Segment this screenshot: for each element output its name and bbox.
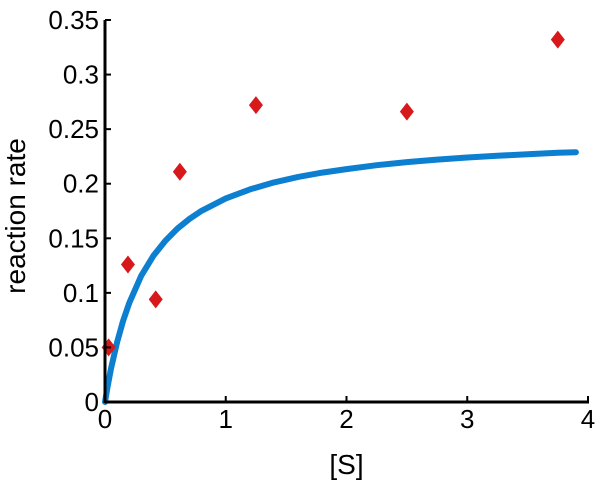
y-axis-label: reaction rate (0, 138, 31, 294)
data-point-marker (148, 290, 163, 309)
x-tick-label: 2 (339, 404, 353, 434)
x-tick-label: 0 (98, 404, 112, 434)
data-point-marker (399, 102, 414, 121)
data-point-marker (550, 30, 565, 49)
y-tick-label: 0.1 (63, 278, 99, 308)
data-points-layer (101, 30, 565, 357)
y-tick-label: 0.15 (48, 223, 99, 253)
x-tick-label: 3 (460, 404, 474, 434)
y-tick-label: 0 (85, 387, 99, 417)
data-point-marker (248, 96, 263, 115)
fitted-curve-line (102, 149, 579, 405)
x-axis-ticks: 0 1 2 3 4 (98, 396, 595, 434)
data-point-marker (172, 162, 187, 181)
x-tick-label: 4 (581, 404, 595, 434)
x-tick-label: 1 (219, 404, 233, 434)
y-tick-label: 0.35 (48, 5, 99, 35)
x-axis-label: [S] (329, 449, 363, 480)
y-tick-label: 0.05 (48, 332, 99, 362)
fitted-curve-layer (102, 149, 579, 405)
y-tick-label: 0.25 (48, 114, 99, 144)
y-tick-label: 0.2 (63, 169, 99, 199)
y-tick-label: 0.3 (63, 60, 99, 90)
data-point-marker (120, 255, 135, 274)
y-axis-ticks: 0 0.05 0.1 0.15 0.2 0.25 0.3 0.35 (48, 5, 111, 417)
